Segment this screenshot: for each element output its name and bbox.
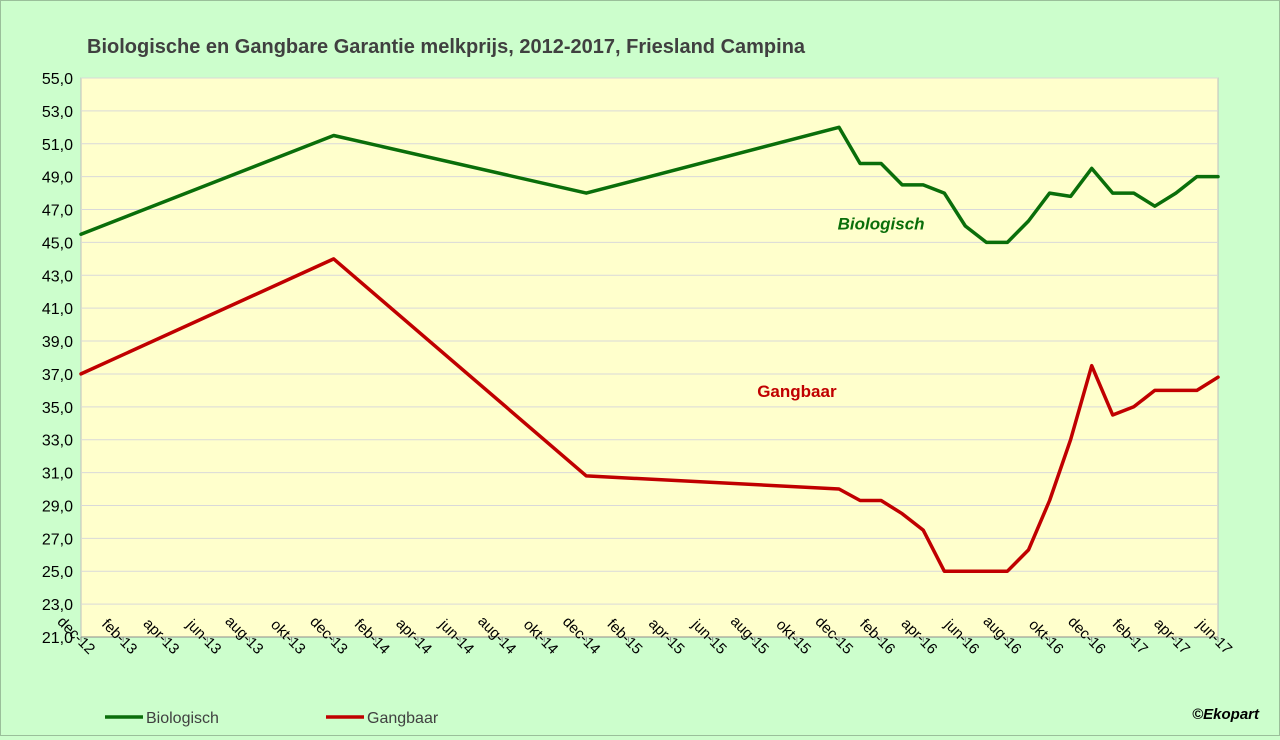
plot-area — [80, 77, 1219, 638]
legend: Biologisch Gangbaar — [105, 710, 439, 727]
y-tick-label: 55,0 — [42, 71, 73, 88]
y-tick-label: 53,0 — [42, 104, 73, 121]
y-tick-label: 27,0 — [42, 531, 73, 548]
y-tick-label: 21,0 — [42, 630, 73, 647]
y-tick-label: 41,0 — [42, 301, 73, 318]
series-line-biologisch — [79, 125, 1220, 245]
y-tick-label: 23,0 — [42, 597, 73, 614]
y-tick-label: 37,0 — [42, 367, 73, 384]
y-tick-label: 25,0 — [42, 564, 73, 581]
annotation-biologisch: Biologisch — [838, 214, 925, 233]
y-tick-label: 47,0 — [42, 203, 73, 220]
series-layer — [79, 125, 1220, 573]
y-tick-label: 49,0 — [42, 170, 73, 187]
annotation-gangbaar: Gangbaar — [757, 382, 837, 401]
chart-title: Biologische en Gangbare Garantie melkpri… — [87, 36, 806, 58]
y-tick-label: 31,0 — [42, 466, 73, 483]
annotations: Biologisch Gangbaar — [757, 214, 924, 401]
y-tick-label: 29,0 — [42, 498, 73, 515]
gridlines — [81, 77, 1218, 638]
series-line-gangbaar — [79, 257, 1220, 573]
y-axis: 21,0 23,0 25,0 27,0 29,0 31,0 33,0 35,0 37,0 39,0… — [42, 71, 73, 647]
legend-label-gangbaar: Gangbaar — [367, 710, 439, 727]
y-tick-label: 35,0 — [42, 400, 73, 417]
y-tick-label: 45,0 — [42, 235, 73, 252]
y-tick-label: 43,0 — [42, 268, 73, 285]
legend-label-biologisch: Biologisch — [146, 710, 219, 727]
y-tick-label: 33,0 — [42, 433, 73, 450]
y-tick-label: 39,0 — [42, 334, 73, 351]
y-tick-label: 51,0 — [42, 137, 73, 154]
credit-text: ©Ekopart — [1192, 706, 1260, 723]
